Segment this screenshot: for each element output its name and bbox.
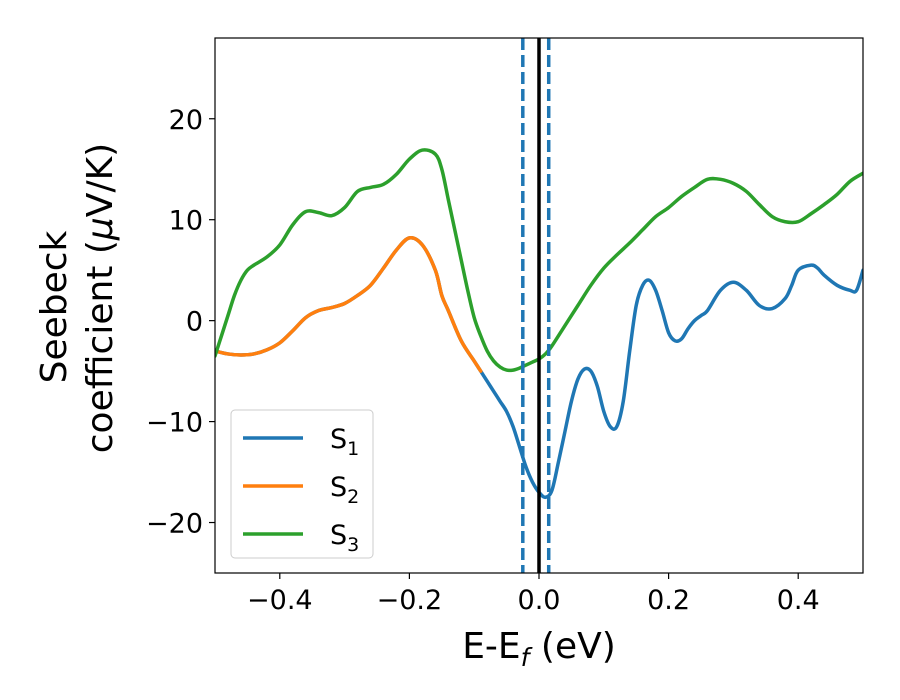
series-line-s2 xyxy=(215,235,483,373)
x-axis-label-unit: (eV) xyxy=(529,626,615,667)
fermi-lines-layer xyxy=(521,38,551,573)
legend-label-s3: S3 xyxy=(330,520,359,556)
x-tick-label: −0.2 xyxy=(377,585,443,616)
y-tick-label: −10 xyxy=(146,408,203,439)
y-axis-label-unit: V/K) xyxy=(80,143,121,217)
x-axis-label-main: E-E xyxy=(462,626,520,667)
y-tick-label: 20 xyxy=(169,105,203,136)
y-axis-label-mu: μ xyxy=(80,217,121,241)
x-ticks: −0.4 −0.2 0.0 0.2 0.4 xyxy=(247,573,820,616)
legend-label-s1: S1 xyxy=(330,424,359,460)
y-axis-label-line1: Seebeck xyxy=(34,230,75,383)
series-layer xyxy=(215,148,863,500)
legend-frame xyxy=(230,409,374,559)
series-line-s3 xyxy=(215,148,863,373)
y-axis-label-line2: coefficient (μV/K) xyxy=(80,143,121,453)
x-tick-label: 0.0 xyxy=(518,585,561,616)
x-tick-label: −0.4 xyxy=(247,585,313,616)
y-tick-label: 0 xyxy=(186,307,203,338)
legend-entries: S1 S2 S3 xyxy=(243,424,359,556)
x-tick-label: 0.2 xyxy=(647,585,690,616)
y-tick-label: 10 xyxy=(169,206,203,237)
x-tick-label: 0.4 xyxy=(777,585,820,616)
y-tick-label: −20 xyxy=(146,509,203,540)
legend: S1 S2 S3 xyxy=(230,409,374,559)
x-axis-label: E-Ef (eV) xyxy=(462,626,616,672)
legend-label-s2: S2 xyxy=(330,472,359,508)
y-axis-label-text: coefficient ( xyxy=(80,240,121,453)
y-ticks: −20 −10 0 10 20 xyxy=(146,105,215,540)
